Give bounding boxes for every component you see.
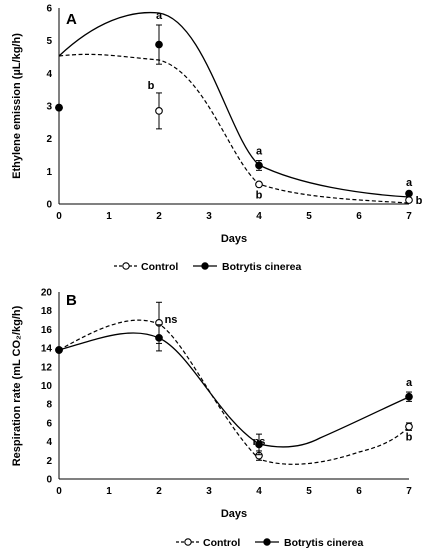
panel-b-legend: Control Botrytis cinerea	[176, 537, 364, 549]
panel-b-x-tick-2: 2	[156, 486, 162, 497]
panel-b-y-axis-title: Respiration rate (mL CO₂/kg/h)	[11, 305, 23, 466]
legend-b-control-marker	[184, 538, 192, 546]
panel-b-botrytis-label-3: a	[406, 377, 413, 389]
panel-b-botrytis-point-3	[405, 392, 413, 401]
legend-b-botrytis-marker	[263, 538, 271, 546]
panel-b-y-tick-8: 8	[46, 400, 52, 411]
panel-a-control-point-1	[155, 107, 163, 115]
panel-a-botrytis-points	[55, 24, 413, 198]
panel-a-botrytis-point-0	[55, 103, 63, 112]
panel-b-label: B	[66, 292, 77, 309]
panel-b-x-tick-1: 1	[106, 486, 112, 497]
panel-a-y-tick-6: 6	[46, 4, 52, 15]
panel-a-x-tick-4: 4	[256, 211, 262, 222]
panel-b-y-tick-4: 4	[46, 437, 52, 448]
panel-b-y-tick-18: 18	[41, 306, 53, 317]
legend-a-botrytis-label: Botrytis cinerea	[222, 261, 302, 273]
panel-a-botrytis-label-3: a	[406, 177, 413, 189]
panel-b-x-tick-labels: 0 1 2 3 4 5 6 7	[56, 486, 412, 497]
panel-b-y-tick-14: 14	[41, 344, 53, 355]
panel-a-ethylene-chart: A 0 1 2 3 4 5 6 0 1 2 3 4 5 6 7 Days Ethylene emissio…	[11, 4, 423, 246]
panel-b-x-tick-7: 7	[406, 486, 412, 497]
panel-a-y-tick-4: 4	[46, 69, 52, 80]
panel-a-botrytis-label-1: a	[156, 10, 163, 22]
panel-a-botrytis-point-1	[155, 40, 163, 49]
panel-a-x-tick-2: 2	[156, 211, 162, 222]
panel-a-control-label-3: b	[416, 195, 423, 207]
panel-b-x-tick-0: 0	[56, 486, 62, 497]
panel-b-y-tick-20: 20	[41, 288, 53, 299]
panel-a-botrytis-label-2: a	[256, 146, 263, 158]
panel-a-x-axis-title: Days	[221, 233, 247, 245]
panel-b-botrytis-points	[55, 324, 413, 456]
legend-b-control-label: Control	[203, 537, 240, 549]
panel-a-control-point-2	[255, 180, 263, 189]
panel-a-control-label-2: b	[256, 189, 263, 201]
panel-a-legend: Control Botrytis cinerea	[114, 261, 302, 273]
panel-a-y-tick-0: 0	[46, 200, 52, 211]
panel-b-y-tick-10: 10	[41, 381, 53, 392]
panel-b-y-tick-0: 0	[46, 475, 52, 486]
panel-b-botrytis-point-0	[55, 346, 63, 354]
panel-b-significance-labels: ns ns b a	[165, 314, 413, 448]
panel-a-x-tick-0: 0	[56, 211, 62, 222]
panel-b-x-tick-6: 6	[356, 486, 362, 497]
panel-a-x-tick-7: 7	[406, 211, 412, 222]
panel-a-y-tick-3: 3	[46, 102, 52, 113]
panel-b-x-axis-title: Days	[221, 508, 247, 520]
panel-a-control-curve	[58, 53, 410, 204]
panel-a-x-tick-labels: 0 1 2 3 4 5 6 7	[56, 211, 412, 222]
panel-b-botrytis-curve	[58, 332, 410, 448]
panel-a-botrytis-point-3	[405, 189, 413, 198]
panel-a-x-tick-1: 1	[106, 211, 112, 222]
panel-a-label: A	[66, 11, 77, 28]
legend-b-botrytis-label: Botrytis cinerea	[284, 537, 364, 549]
panel-a-y-tick-5: 5	[46, 36, 52, 47]
panel-a-control-point-3	[405, 196, 413, 204]
panel-a-y-tick-labels: 0 1 2 3 4 5 6	[46, 4, 52, 211]
panel-a-control-label-1: b	[148, 80, 155, 92]
panel-b-y-tick-2: 2	[46, 456, 52, 467]
panel-a-botrytis-curve	[58, 11, 410, 198]
panel-a-y-tick-2: 2	[46, 134, 52, 145]
panel-a-x-tick-5: 5	[306, 211, 312, 222]
panel-b-control-curve	[58, 319, 410, 465]
panel-b-y-tick-6: 6	[46, 418, 52, 429]
panel-b-botrytis-point-2	[255, 440, 263, 449]
panel-b-control-label-3: b	[406, 432, 413, 444]
panel-b-control-point-3	[405, 422, 413, 431]
panel-a-botrytis-point-2	[255, 161, 263, 170]
panel-b-y-tick-12: 12	[41, 362, 53, 373]
legend-a-control-marker	[122, 262, 130, 270]
panel-b-y-tick-16: 16	[41, 325, 53, 336]
panel-b-control-label-1: ns	[165, 314, 178, 326]
panel-a-y-tick-1: 1	[46, 167, 52, 178]
panel-a-control-points	[55, 92, 413, 204]
panel-b-x-tick-4: 4	[256, 486, 262, 497]
panel-b-x-tick-5: 5	[306, 486, 312, 497]
panel-a-x-tick-6: 6	[356, 211, 362, 222]
panel-b-botrytis-point-1	[155, 333, 163, 342]
panel-a-y-axis-title: Ethylene emission (µL/kg/h)	[11, 33, 23, 179]
panel-a-x-tick-3: 3	[206, 211, 212, 222]
panel-b-y-tick-labels: 0 2 4 6 8 10 12 14 16 18 20	[41, 288, 53, 486]
legend-a-botrytis-marker	[201, 262, 209, 270]
panel-b-x-tick-3: 3	[206, 486, 212, 497]
panel-b-control-label-2: ns	[253, 436, 266, 448]
legend-a-control-label: Control	[141, 261, 178, 273]
